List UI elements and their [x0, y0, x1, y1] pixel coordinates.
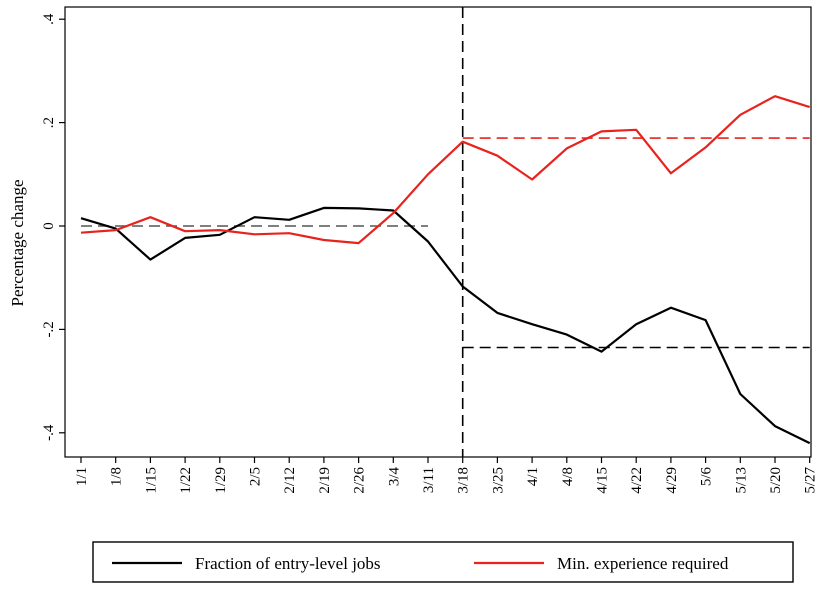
x-tick-label: 5/6 — [699, 467, 715, 487]
x-tick-label: 3/11 — [421, 467, 437, 493]
x-tick-label: 5/13 — [733, 467, 749, 494]
x-tick-label: 1/8 — [109, 467, 125, 486]
y-tick-label: .4 — [41, 13, 57, 25]
legend-label-entry-level: Fraction of entry-level jobs — [195, 554, 381, 573]
x-tick-label: 2/19 — [317, 467, 333, 494]
axes: .4 .2 0 -.2 -.4 1/1 1/8 1/15 1/22 1/29 2/5 2/12 2/19… — [41, 13, 819, 494]
x-tick-label: 2/5 — [248, 467, 264, 486]
x-tick-label: 4/29 — [664, 467, 680, 494]
x-tick-label: 4/22 — [629, 467, 645, 494]
y-tick-label: -.2 — [41, 321, 57, 337]
x-tick-label: 2/26 — [352, 467, 368, 494]
x-tick-label: 4/8 — [560, 467, 576, 486]
y-tick-label: -.4 — [41, 424, 57, 441]
x-tick-label: 3/18 — [456, 467, 472, 494]
x-tick-label: 3/25 — [490, 467, 506, 494]
x-tick-label: 5/20 — [768, 467, 784, 494]
y-tick-label: 0 — [41, 222, 57, 230]
y-axis-title: Percentage change — [8, 180, 27, 307]
x-tick-label: 5/27 — [803, 467, 819, 494]
x-tick-label: 2/12 — [282, 467, 298, 494]
legend-frame — [92, 541, 794, 583]
series-line-min-experience — [80, 95, 811, 245]
series-lines — [80, 95, 811, 445]
x-tick-label: 4/1 — [525, 467, 541, 486]
x-tick-label: 4/15 — [595, 467, 611, 494]
x-tick-label: 1/1 — [74, 467, 90, 486]
plot-border — [64, 6, 812, 458]
series-line-entry-level-jobs — [80, 206, 811, 445]
legend-label-min-experience: Min. experience required — [557, 554, 729, 573]
x-tick-label: 1/15 — [143, 467, 159, 494]
legend: Fraction of entry-level jobs Min. experi… — [92, 541, 794, 583]
x-tick-label: 1/22 — [178, 467, 194, 494]
y-tick-label: .2 — [41, 117, 57, 128]
x-tick-label: 1/29 — [213, 467, 229, 494]
plot-area — [64, 6, 812, 458]
x-tick-label: 3/4 — [386, 467, 402, 487]
reference-lines — [81, 7, 810, 457]
